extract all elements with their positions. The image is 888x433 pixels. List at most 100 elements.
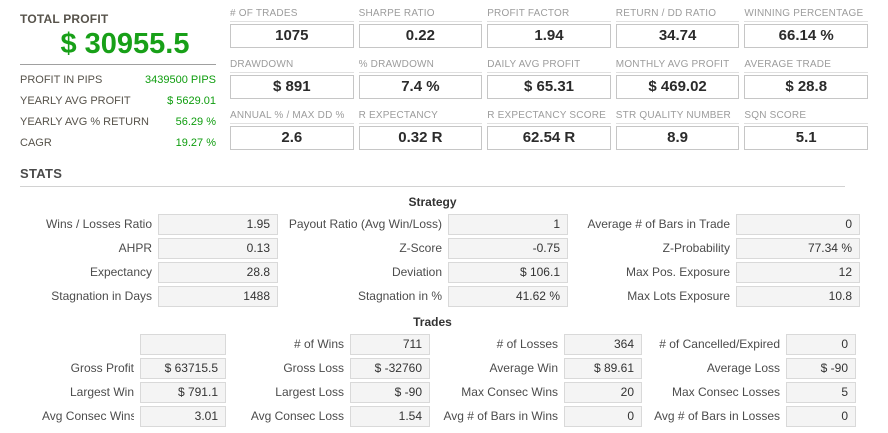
metric-tile: SHARPE RATIO 0.22 xyxy=(358,8,483,48)
metric-tile: R EXPECTANCY 0.32 R xyxy=(358,110,483,150)
trades-table: # of Wins 711 # of Losses 364 # of Cancell… xyxy=(42,334,888,427)
stat-label: Avg Consec Loss xyxy=(250,409,344,423)
metrics-grid: # OF TRADES 1075 SHARPE RATIO 0.22 PROFIT … xyxy=(230,8,868,154)
metric-label: DRAWDOWN xyxy=(230,59,354,73)
stat-label: # of Cancelled/Expired xyxy=(659,337,780,351)
stat-label: # of Losses xyxy=(496,337,558,351)
strategy-section-title: Strategy xyxy=(408,195,457,209)
stats-heading: STATS xyxy=(20,166,63,181)
trades-section-title: Trades xyxy=(413,315,452,329)
metric-value-box: 0.22 xyxy=(358,24,483,48)
metric-label: PROFIT FACTOR xyxy=(487,8,611,22)
summary-value: 3439500 PIPS xyxy=(145,74,216,86)
metric-label: SHARPE RATIO xyxy=(358,8,483,22)
metric-value-box: $ 28.8 xyxy=(744,75,868,99)
total-profit-value: $ 30955.5 xyxy=(60,28,190,60)
summary-row: PROFIT IN PIPS 3439500 PIPS xyxy=(20,70,216,91)
stat-label: Gross Loss xyxy=(283,361,344,375)
summary-label: YEARLY AVG % RETURN xyxy=(20,116,149,128)
stat-label: Z-Score xyxy=(399,241,442,255)
summary-label: PROFIT IN PIPS xyxy=(20,74,103,86)
metric-value-box: 0.32 R xyxy=(358,126,483,150)
stat-label: Stagnation in % xyxy=(357,289,442,303)
metric-tile: PROFIT FACTOR 1.94 xyxy=(487,8,611,48)
stat-label: Max Consec Losses xyxy=(671,385,780,399)
metric-label: RETURN / DD RATIO xyxy=(615,8,740,22)
metric-value-box: 8.9 xyxy=(615,126,740,150)
metric-tile: % DRAWDOWN 7.4 % xyxy=(358,59,483,99)
metric-value-box: $ 469.02 xyxy=(615,75,740,99)
stat-value-box: 0 xyxy=(786,406,856,427)
stats-divider xyxy=(20,186,845,187)
stat-label: Average # of Bars in Trade xyxy=(587,217,730,231)
stat-value-box: 12 xyxy=(736,262,860,283)
stat-value-box: 77.34 % xyxy=(736,238,860,259)
metric-value-box: 5.1 xyxy=(744,126,868,150)
stat-label: # of Wins xyxy=(293,337,344,351)
stat-value-box: 711 xyxy=(350,334,430,355)
summary-row: YEARLY AVG % RETURN 56.29 % xyxy=(20,112,216,133)
total-profit-title: TOTAL PROFIT xyxy=(20,12,109,26)
metric-label: ANNUAL % / MAX DD % xyxy=(230,110,354,124)
summary-label: YEARLY AVG PROFIT xyxy=(20,95,131,107)
metric-tile: AVERAGE TRADE $ 28.8 xyxy=(744,59,868,99)
stat-value-box: 1 xyxy=(448,214,568,235)
stat-value-box: 1.95 xyxy=(158,214,278,235)
stat-value-box: 10.8 xyxy=(736,286,860,307)
stat-label: Max Consec Wins xyxy=(461,385,558,399)
metric-tile: R EXPECTANCY SCORE 62.54 R xyxy=(487,110,611,150)
stat-label: Deviation xyxy=(391,265,442,279)
stat-value-box: 1.54 xyxy=(350,406,430,427)
metric-label: R EXPECTANCY xyxy=(358,110,483,124)
stat-value-box: 28.8 xyxy=(158,262,278,283)
summary-row: CAGR 19.27 % xyxy=(20,133,216,154)
metric-label: DAILY AVG PROFIT xyxy=(487,59,611,73)
stat-value-box: 1488 xyxy=(158,286,278,307)
stat-label: Avg # of Bars in Losses xyxy=(654,409,780,423)
stat-value-box: $ -32760 xyxy=(350,358,430,379)
stat-value-box: $ -90 xyxy=(350,382,430,403)
stat-label xyxy=(42,334,134,355)
metric-value-box: 1075 xyxy=(230,24,354,48)
stat-value-box: 0 xyxy=(736,214,860,235)
metric-label: WINNING PERCENTAGE xyxy=(744,8,868,22)
metric-tile: ANNUAL % / MAX DD % 2.6 xyxy=(230,110,354,150)
metric-tile: DAILY AVG PROFIT $ 65.31 xyxy=(487,59,611,99)
stat-label: Wins / Losses Ratio xyxy=(45,217,152,231)
stat-label: Max Pos. Exposure xyxy=(625,265,730,279)
stat-value-box: 20 xyxy=(564,382,642,403)
stat-value-box: 364 xyxy=(564,334,642,355)
stat-label: Largest Loss xyxy=(275,385,344,399)
metric-value-box: 62.54 R xyxy=(487,126,611,150)
metric-value-box: $ 65.31 xyxy=(487,75,611,99)
summary-value: $ 5629.01 xyxy=(167,95,216,107)
metric-label: % DRAWDOWN xyxy=(358,59,483,73)
stat-label: Average Loss xyxy=(706,361,780,375)
summary-row: YEARLY AVG PROFIT $ 5629.01 xyxy=(20,91,216,112)
metric-label: SQN SCORE xyxy=(744,110,868,124)
stat-value-box: $ 89.61 xyxy=(564,358,642,379)
stat-label: Expectancy xyxy=(89,265,152,279)
stat-value-box: 5 xyxy=(786,382,856,403)
metric-tile: RETURN / DD RATIO 34.74 xyxy=(615,8,740,48)
metric-label: MONTHLY AVG PROFIT xyxy=(615,59,740,73)
stat-label: Payout Ratio (Avg Win/Loss) xyxy=(288,217,442,231)
metric-value-box: 7.4 % xyxy=(358,75,483,99)
stat-value-box: $ 106.1 xyxy=(448,262,568,283)
stat-label: Avg Consec Wins xyxy=(42,409,134,423)
stat-value-box: $ 63715.5 xyxy=(140,358,226,379)
stat-value-box: 0 xyxy=(786,334,856,355)
stat-label: AHPR xyxy=(118,241,152,255)
stat-value-box: -0.75 xyxy=(448,238,568,259)
stat-label: Average Win xyxy=(489,361,558,375)
stat-value-box: 41.62 % xyxy=(448,286,568,307)
profit-panel-divider xyxy=(20,64,216,65)
stat-label: Stagnation in Days xyxy=(51,289,152,303)
metric-tile: WINNING PERCENTAGE 66.14 % xyxy=(744,8,868,48)
metric-value-box: 34.74 xyxy=(615,24,740,48)
metric-tile: DRAWDOWN $ 891 xyxy=(230,59,354,99)
stat-value-box: $ 791.1 xyxy=(140,382,226,403)
metric-tile: MONTHLY AVG PROFIT $ 469.02 xyxy=(615,59,740,99)
metric-tile: STR QUALITY NUMBER 8.9 xyxy=(615,110,740,150)
